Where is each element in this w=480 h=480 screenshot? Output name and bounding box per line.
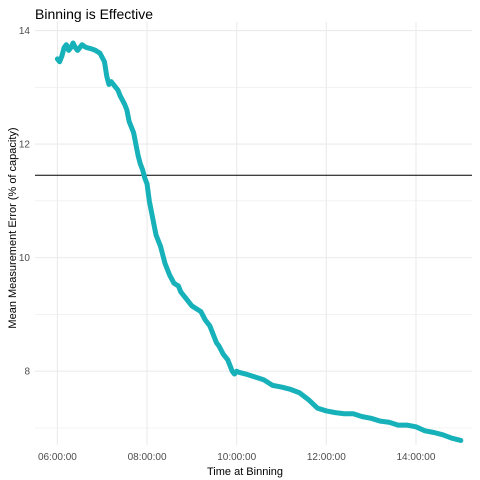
x-tick-label: 14:00:00 — [397, 452, 436, 463]
x-tick-label: 08:00:00 — [128, 452, 167, 463]
y-tick-label: 10 — [19, 253, 31, 264]
x-tick-label: 12:00:00 — [307, 452, 346, 463]
series-line — [54, 40, 464, 443]
y-tick-label: 8 — [24, 367, 30, 378]
grid — [35, 22, 472, 445]
x-axis-label: Time at Binning — [207, 466, 283, 478]
y-tick-label: 14 — [19, 26, 31, 37]
x-tick-label: 10:00:00 — [217, 452, 256, 463]
y-tick-label: 12 — [19, 140, 31, 151]
chart-title: Binning is Effective — [35, 6, 153, 22]
y-axis-label: Mean Measurement Error (% of capacity) — [7, 127, 19, 328]
x-tick-labels: 06:00:00 08:00:00 10:00:00 12:00:00 14:00:00 — [38, 452, 436, 463]
x-tick-label: 06:00:00 — [38, 452, 77, 463]
y-tick-labels: 8 10 12 14 — [19, 26, 31, 378]
